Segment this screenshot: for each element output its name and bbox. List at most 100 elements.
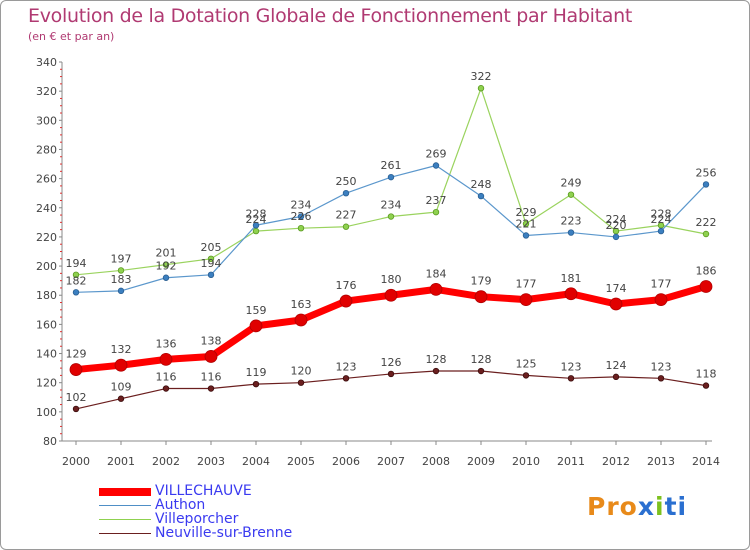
line-chart: 80 100 120 140 160 180 200 220 240 260 280 300 320 34… xyxy=(36,56,720,468)
data-label-villechauve: 179 xyxy=(471,275,492,288)
legend-label: Villeporcher xyxy=(155,511,239,527)
data-point-villeporcher xyxy=(432,208,440,216)
x-tick-label: 2001 xyxy=(107,455,135,468)
legend-swatch-neuville-sur-brenne xyxy=(99,533,151,534)
data-label-villechauve: 177 xyxy=(516,278,537,291)
data-label-authon: 182 xyxy=(66,274,87,287)
y-tick-label: 240 xyxy=(36,202,57,215)
data-label-villechauve: 186 xyxy=(696,264,717,277)
data-point-villeporcher xyxy=(387,213,395,220)
x-tick-label: 2013 xyxy=(647,455,675,468)
x-tick-label: 2014 xyxy=(692,455,720,468)
y-tick-label: 220 xyxy=(36,231,57,244)
data-point-authon xyxy=(387,173,395,181)
data-point-villechauve xyxy=(159,352,173,366)
data-label-authon: 220 xyxy=(606,219,627,232)
data-point-neuville-sur-brenne xyxy=(387,370,395,378)
data-point-villechauve xyxy=(654,293,668,307)
x-tick-label: 2007 xyxy=(377,455,405,468)
data-label-authon: 194 xyxy=(201,257,222,270)
data-label-authon: 250 xyxy=(336,175,357,188)
y-tick-label: 160 xyxy=(36,318,57,331)
data-point-villechauve xyxy=(519,293,533,307)
data-label-authon: 269 xyxy=(426,147,447,160)
data-point-neuville-sur-brenne xyxy=(72,405,80,413)
data-label-authon: 183 xyxy=(111,273,132,286)
data-point-villechauve xyxy=(204,350,218,363)
x-tick-label: 2006 xyxy=(332,455,360,468)
chart-title: Evolution de la Dotation Globale de Fonc… xyxy=(28,5,633,27)
y-tick-label: 260 xyxy=(36,173,57,186)
data-label-villeporcher: 229 xyxy=(516,206,537,219)
data-label-villeporcher: 228 xyxy=(651,207,672,220)
data-label-neuville-sur-brenne: 125 xyxy=(516,357,537,370)
data-label-villeporcher: 322 xyxy=(471,70,492,83)
data-point-villeporcher xyxy=(702,230,710,238)
data-label-neuville-sur-brenne: 128 xyxy=(426,353,447,366)
data-label-villechauve: 176 xyxy=(336,279,357,292)
data-point-neuville-sur-brenne xyxy=(162,385,170,392)
data-point-authon xyxy=(252,222,260,229)
data-point-villechauve xyxy=(114,358,128,372)
data-label-authon: 256 xyxy=(696,166,717,179)
data-label-villeporcher: 224 xyxy=(606,213,627,226)
data-point-neuville-sur-brenne xyxy=(657,375,665,382)
legend-label: Authon xyxy=(155,497,206,513)
data-label-villeporcher: 234 xyxy=(381,199,402,212)
y-tick-label: 120 xyxy=(36,377,57,390)
data-point-neuville-sur-brenne xyxy=(432,367,440,375)
data-label-villeporcher: 249 xyxy=(561,177,582,190)
data-label-villechauve: 177 xyxy=(651,278,672,291)
legend-swatch-villeporcher xyxy=(99,519,151,520)
data-point-authon xyxy=(567,229,575,236)
logo-letter: o xyxy=(619,492,638,521)
data-label-authon: 223 xyxy=(561,215,582,228)
data-label-neuville-sur-brenne: 102 xyxy=(66,391,87,404)
data-label-neuville-sur-brenne: 116 xyxy=(156,371,177,384)
x-tick-label: 2010 xyxy=(512,455,540,468)
data-point-villechauve xyxy=(294,313,308,327)
data-label-neuville-sur-brenne: 123 xyxy=(561,360,582,373)
data-point-authon xyxy=(117,287,125,295)
data-point-authon xyxy=(432,162,440,169)
data-label-neuville-sur-brenne: 123 xyxy=(336,360,357,373)
legend-swatch-villechauve xyxy=(99,488,151,496)
data-label-villechauve: 136 xyxy=(156,337,177,350)
data-point-villechauve xyxy=(564,287,578,301)
data-label-villechauve: 184 xyxy=(426,267,447,280)
logo-letter: r xyxy=(606,492,620,521)
data-label-villeporcher: 194 xyxy=(66,257,87,270)
logo-letter: x xyxy=(637,492,655,521)
data-label-villechauve: 132 xyxy=(111,343,132,356)
data-label-authon: 192 xyxy=(156,260,177,273)
y-tick-label: 80 xyxy=(43,435,57,448)
data-label-authon: 224 xyxy=(651,213,672,226)
y-tick-label: 200 xyxy=(36,260,57,273)
data-label-authon: 261 xyxy=(381,159,402,172)
data-point-neuville-sur-brenne xyxy=(117,395,125,402)
data-point-villechauve xyxy=(699,280,713,293)
data-label-authon: 228 xyxy=(246,207,267,220)
data-label-villeporcher: 237 xyxy=(426,194,447,207)
data-point-villeporcher xyxy=(72,271,80,279)
y-tick-label: 300 xyxy=(36,114,57,127)
y-tick-label: 320 xyxy=(36,85,57,98)
data-label-villeporcher: 227 xyxy=(336,209,357,222)
data-label-neuville-sur-brenne: 120 xyxy=(291,365,312,378)
data-label-neuville-sur-brenne: 126 xyxy=(381,356,402,369)
x-tick-label: 2008 xyxy=(422,455,450,468)
data-label-villeporcher: 226 xyxy=(291,210,312,223)
data-point-authon xyxy=(522,232,530,239)
data-point-neuville-sur-brenne xyxy=(297,379,305,386)
y-tick-label: 340 xyxy=(36,56,57,69)
x-tick-label: 2012 xyxy=(602,455,630,468)
data-point-villeporcher xyxy=(252,227,260,235)
data-point-authon xyxy=(162,274,170,281)
data-label-villeporcher: 197 xyxy=(111,252,132,265)
y-tick-label: 280 xyxy=(36,143,57,156)
data-point-neuville-sur-brenne xyxy=(612,373,620,381)
logo-letter: i xyxy=(655,492,665,521)
logo-letter: i xyxy=(677,492,688,521)
x-tick-label: 2000 xyxy=(62,455,90,468)
data-label-villeporcher: 224 xyxy=(246,213,267,226)
